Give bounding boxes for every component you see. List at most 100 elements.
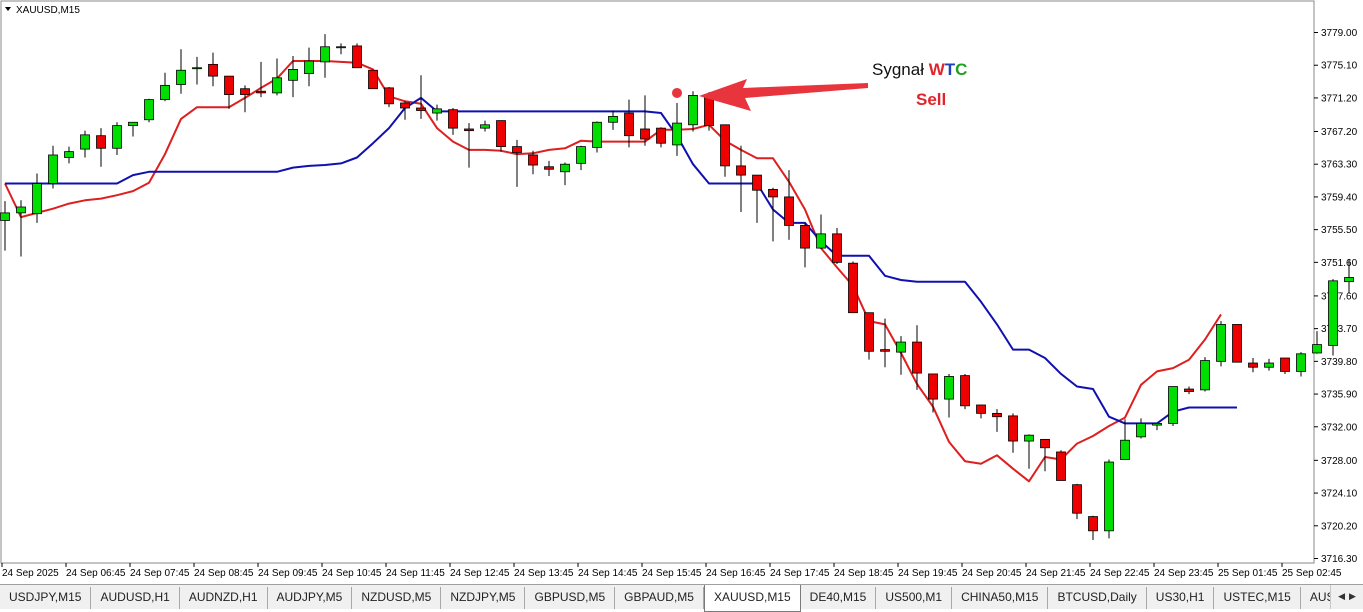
scroll-left-icon[interactable]: ◀ [1338, 592, 1345, 602]
candle-body [1264, 362, 1274, 368]
candles [0, 34, 1354, 541]
candle [528, 150, 538, 175]
candle [32, 173, 42, 223]
tab-xauusd-m15[interactable]: XAUUSD,M15 [703, 585, 801, 612]
tab-audusd-h1[interactable]: AUDUSD,H1 [91, 587, 180, 609]
scroll-right-icon[interactable]: ▶ [1349, 592, 1356, 602]
candle-body [1120, 439, 1130, 460]
candle [976, 404, 986, 419]
time-tick-label: 24 Sep 22:45 [1090, 568, 1150, 579]
candle [1280, 357, 1290, 374]
tab-usdjpy-m15[interactable]: USDJPY,M15 [0, 587, 92, 609]
tab-de40-m15[interactable]: DE40,M15 [801, 587, 877, 609]
candle-body [288, 69, 298, 81]
candle-body [144, 99, 154, 121]
candle-body [640, 128, 650, 140]
tab-us500-m1[interactable]: US500,M1 [876, 587, 953, 609]
price-tick-label: 3720.20 [1321, 521, 1358, 532]
candle-body [416, 107, 426, 111]
candle [1104, 459, 1114, 539]
signal-annotation: Sygnał WTC Sell [672, 60, 967, 111]
candle-body [208, 63, 218, 77]
time-tick-label: 24 Sep 06:45 [66, 568, 126, 579]
candle [288, 55, 298, 98]
price-tick-label: 3755.50 [1321, 225, 1358, 236]
candle-body [800, 225, 810, 249]
candle-body [464, 128, 474, 132]
candle-body [784, 196, 794, 226]
candle-body [304, 60, 314, 75]
candle [656, 127, 666, 148]
collapse-triangle-icon[interactable] [5, 7, 11, 11]
candle-body [608, 115, 618, 123]
price-tick-label: 3735.90 [1321, 390, 1358, 401]
time-tick-label: 24 Sep 14:45 [578, 568, 638, 579]
time-tick-label: 24 Sep 08:45 [194, 568, 254, 579]
candle-body [528, 154, 538, 166]
tab-gbpaud-m5[interactable]: GBPAUD,M5 [615, 587, 704, 609]
candle [752, 174, 762, 223]
tab-scroll-controls: ◀ ▶ [1330, 585, 1363, 609]
candle [48, 145, 58, 189]
candle [1200, 357, 1210, 392]
tab-nzdusd-m5[interactable]: NZDUSD,M5 [352, 587, 442, 609]
time-tick-label: 24 Sep 15:45 [642, 568, 702, 579]
candle [1328, 279, 1338, 356]
candle-body [1024, 434, 1034, 442]
time-tick-label: 24 Sep 17:45 [770, 568, 830, 579]
signal-letter-t: T [945, 60, 956, 79]
candle-body [64, 151, 74, 158]
candle-body [384, 87, 394, 105]
tab-btcusd-daily[interactable]: BTCUSD,Daily [1048, 587, 1147, 609]
candle-body [48, 154, 58, 184]
candle-body [1216, 324, 1226, 362]
time-tick-label: 24 Sep 2025 [2, 568, 59, 579]
candle-body [1008, 415, 1018, 442]
candle [1232, 324, 1242, 363]
tab-ustec-m15[interactable]: USTEC,M15 [1214, 587, 1301, 609]
candle [1184, 386, 1194, 395]
candle [256, 61, 266, 98]
candle [784, 170, 794, 240]
candle [512, 139, 522, 187]
tab-nzdjpy-m5[interactable]: NZDJPY,M5 [441, 587, 526, 609]
candle [384, 87, 394, 108]
candle-body [160, 84, 170, 101]
price-tick-label: 3732.00 [1321, 422, 1358, 433]
candle [96, 128, 106, 167]
candle-body [368, 69, 378, 90]
price-chart[interactable]: XAUUSD,M15 3779.003775.103771.203767.203… [0, 0, 1363, 584]
candle [960, 373, 970, 410]
candle-body [976, 404, 986, 414]
candle-body [624, 112, 634, 137]
candle [1216, 321, 1226, 367]
candle [592, 121, 602, 153]
candle [1040, 438, 1050, 472]
candle-body [576, 146, 586, 164]
candle [864, 312, 874, 360]
candle [848, 261, 858, 314]
price-tick-label: 3759.40 [1321, 192, 1358, 203]
candle [672, 102, 682, 156]
candle [1312, 331, 1322, 354]
candle-body [1312, 344, 1322, 354]
tab-us30-h1[interactable]: US30,H1 [1147, 587, 1215, 609]
candle [992, 409, 1002, 432]
tab-audnzd-h1[interactable]: AUDNZD,H1 [180, 587, 268, 609]
time-tick-label: 24 Sep 12:45 [450, 568, 510, 579]
candle [464, 123, 474, 168]
tab-audjpy-m5[interactable]: AUDJPY,M5 [268, 587, 353, 609]
candle [240, 85, 250, 113]
candle-body [960, 375, 970, 407]
candle-body [16, 206, 26, 214]
candle-body [1344, 277, 1354, 283]
candle-body [1184, 388, 1194, 392]
candle-body [320, 46, 330, 63]
candle [928, 373, 938, 413]
tab-china50-m15[interactable]: CHINA50,M15 [952, 587, 1049, 609]
candle-body [736, 165, 746, 176]
price-tick-label: 3747.60 [1321, 291, 1358, 302]
tab-gbpusd-m5[interactable]: GBPUSD,M5 [525, 587, 616, 609]
candle [896, 336, 906, 375]
candle [224, 75, 234, 109]
